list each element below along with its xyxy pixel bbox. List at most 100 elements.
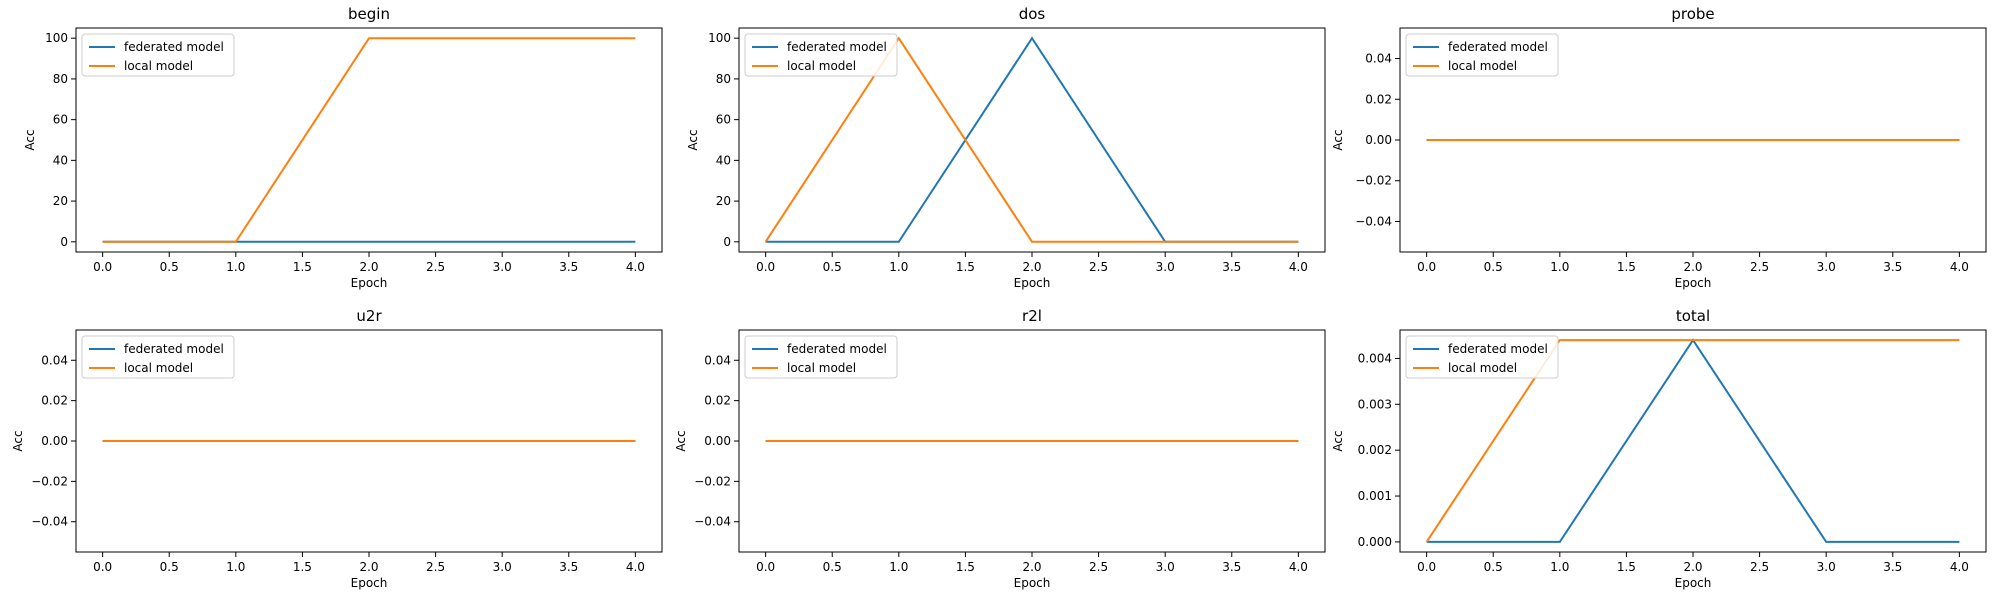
x-tick-label: 0.0 [93,560,112,574]
plot-area-frame [75,27,663,253]
y-tick-label: −0.02 [694,474,731,488]
x-tick-label: 3.0 [1817,560,1836,574]
x-tick-label: 2.0 [1683,260,1702,274]
legend-frame [1405,33,1559,77]
legend-entry: local model [1448,59,1517,73]
plot-area-frame [738,329,1326,553]
legend-entry: local model [787,59,856,73]
legend-entry: federated model [124,342,224,356]
plot-area-frame [75,329,663,553]
y-axis-label: Acc [674,430,688,451]
y-tick-label: 0.04 [41,353,68,367]
x-tick-label: 4.0 [1950,260,1969,274]
legend-entry: local model [124,361,193,375]
x-tick-label: 2.0 [1022,260,1041,274]
x-tick-label: 3.0 [1817,260,1836,274]
y-tick-label: −0.04 [1355,214,1392,228]
x-tick-label: 0.0 [756,560,775,574]
x-axis-label: Epoch [1675,276,1712,290]
legend: federated model local model [81,335,235,379]
y-tick-label: 0 [60,235,68,249]
x-axis-label: Epoch [351,276,388,290]
subplot-title: begin [348,5,390,23]
y-tick-label: 60 [716,113,731,127]
y-tick-label: 0.04 [704,353,731,367]
y-tick-label: 80 [53,72,68,86]
x-tick-label: 3.0 [1156,260,1175,274]
legend-entry: local model [787,361,856,375]
x-tick-label: 3.0 [1156,560,1175,574]
y-tick-label: 60 [53,113,68,127]
y-tick-label: 0.004 [1358,351,1392,365]
y-tick-label: 20 [716,194,731,208]
y-tick-label: 0.000 [1358,535,1392,549]
y-axis-label: Acc [23,129,37,150]
legend-frame [744,33,898,77]
x-tick-label: 2.5 [1750,260,1769,274]
plot-area-frame [1399,27,1987,253]
subplot-total: total 0.0 0.5 1.0 1.5 2.0 2.5 3.0 3.5 4.0 0.000 0.0… [1331,307,1987,590]
x-tick-label: 4.0 [626,560,645,574]
x-axis-label: Epoch [351,576,388,590]
y-tick-label: 0.04 [1365,52,1392,66]
x-tick-label: 3.0 [493,560,512,574]
x-tick-label: 0.5 [1484,560,1503,574]
subplot-title: u2r [356,307,382,325]
y-axis-label: Acc [1331,430,1345,451]
x-tick-label: 3.5 [1222,560,1241,574]
x-tick-label: 1.5 [293,560,312,574]
legend: federated model local model [744,335,898,379]
y-tick-label: 100 [45,31,68,45]
y-tick-label: 0.001 [1358,489,1392,503]
y-tick-label: 80 [716,72,731,86]
plot-area-frame [738,27,1326,253]
x-tick-label: 0.5 [823,560,842,574]
legend-frame [744,335,898,379]
legend: federated model local model [1405,33,1559,77]
y-tick-label: 40 [53,153,68,167]
x-tick-label: 1.5 [956,560,975,574]
x-tick-label: 4.0 [626,260,645,274]
x-tick-label: 4.0 [1289,560,1308,574]
y-tick-label: −0.04 [31,515,68,529]
x-tick-label: 0.0 [93,260,112,274]
x-tick-label: 2.0 [359,260,378,274]
x-tick-label: 1.5 [956,260,975,274]
legend-frame [1405,335,1559,379]
x-tick-label: 3.5 [1883,560,1902,574]
series-line-local-model [764,36,1299,243]
x-tick-label: 3.5 [1883,260,1902,274]
x-tick-label: 3.5 [559,560,578,574]
x-tick-label: 2.5 [426,260,445,274]
y-tick-label: 40 [716,153,731,167]
x-tick-label: 2.5 [426,560,445,574]
x-tick-label: 2.5 [1750,560,1769,574]
x-tick-label: 1.0 [1550,560,1569,574]
y-tick-label: 0.002 [1358,443,1392,457]
legend: federated model local model [744,33,898,77]
y-tick-label: 0.02 [704,394,731,408]
legend-entry: federated model [787,342,887,356]
legend-entry: federated model [1448,40,1548,54]
x-axis-label: Epoch [1014,576,1051,590]
y-tick-label: −0.04 [694,515,731,529]
subplot-title: r2l [1022,307,1042,325]
x-tick-label: 2.5 [1089,560,1108,574]
x-tick-label: 1.5 [1617,260,1636,274]
x-tick-label: 0.0 [1417,260,1436,274]
x-tick-label: 1.0 [1550,260,1569,274]
y-tick-label: 0.00 [704,434,731,448]
legend: federated model local model [81,33,235,77]
subplot-title: total [1676,307,1710,325]
y-tick-label: 0.003 [1358,397,1392,411]
x-tick-label: 0.0 [1417,560,1436,574]
y-tick-label: −0.02 [31,474,68,488]
y-tick-label: 0 [723,235,731,249]
x-axis-label: Epoch [1675,576,1712,590]
x-tick-label: 1.0 [889,560,908,574]
subplot-begin: begin 0.0 0.5 1.0 1.5 2.0 2.5 3.0 3.5 4.0 0 20 40 60 8… [23,5,663,290]
legend-frame [81,335,235,379]
x-tick-label: 0.5 [823,260,842,274]
legend-entry: federated model [1448,342,1548,356]
